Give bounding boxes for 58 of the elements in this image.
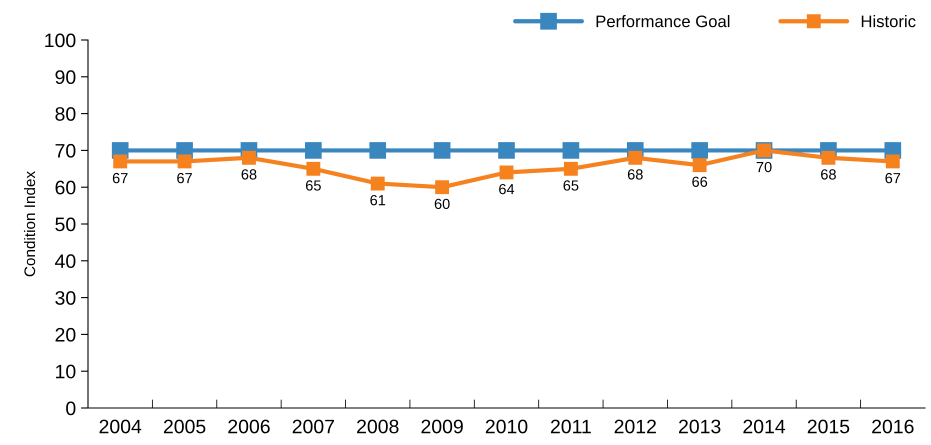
data-label: 70 <box>756 162 772 172</box>
y-tick-label: 0 <box>66 401 76 416</box>
data-label: 68 <box>628 169 643 180</box>
x-tick-label: 2010 <box>486 420 528 434</box>
x-tick-label: 2014 <box>743 420 786 434</box>
point <box>498 142 515 159</box>
data-label: 67 <box>112 172 128 184</box>
point <box>369 142 386 159</box>
point <box>435 180 450 194</box>
x-tick-label: 2008 <box>357 420 399 434</box>
x-tick-label: 2004 <box>100 420 142 434</box>
y-tick-label: 90 <box>55 70 76 84</box>
point <box>305 142 322 159</box>
y-tick-label: 20 <box>56 328 76 342</box>
legend-label: Performance Goal <box>596 15 730 28</box>
y-tick-label: 70 <box>56 144 76 158</box>
data-label: 67 <box>177 172 192 184</box>
data-label: 65 <box>306 180 321 191</box>
x-tick-label: 2011 <box>550 420 591 434</box>
point <box>564 162 578 176</box>
x-tick-label: 2013 <box>679 420 720 434</box>
data-label: 68 <box>242 169 256 180</box>
point <box>242 150 256 165</box>
point <box>306 162 320 176</box>
y-tick-label: 80 <box>55 107 76 121</box>
x-tick-label: 2009 <box>421 420 463 434</box>
point <box>821 150 836 165</box>
legend-label: Historic <box>862 15 916 28</box>
point <box>178 154 192 168</box>
point <box>113 154 128 168</box>
x-tick-label: 2016 <box>872 420 914 434</box>
point <box>628 150 642 165</box>
x-tick-label: 2012 <box>614 420 656 434</box>
point <box>370 176 385 190</box>
x-tick-label: 2005 <box>164 420 206 434</box>
x-tick-label: 2007 <box>292 420 334 434</box>
y-tick-label: 100 <box>45 33 76 48</box>
point <box>562 142 580 159</box>
data-label: 67 <box>885 172 900 184</box>
y-tick-label: 40 <box>55 254 76 268</box>
y-axis-title: Condition Index <box>24 171 36 276</box>
data-label: 60 <box>434 198 450 210</box>
point <box>691 142 708 159</box>
x-tick-label: 2006 <box>228 420 270 434</box>
data-label: 61 <box>370 195 386 206</box>
x-tick-label: 2015 <box>808 420 850 434</box>
point <box>434 142 450 159</box>
data-label: 68 <box>821 169 836 180</box>
data-label: 66 <box>692 176 708 187</box>
point <box>886 154 900 168</box>
data-label: 65 <box>564 180 578 191</box>
point <box>692 158 707 172</box>
y-tick-label: 50 <box>55 217 76 232</box>
data-label: 64 <box>499 184 514 194</box>
y-tick-label: 60 <box>56 180 76 194</box>
point <box>500 166 514 180</box>
y-tick-label: 10 <box>56 364 76 378</box>
y-tick-label: 30 <box>55 291 76 305</box>
